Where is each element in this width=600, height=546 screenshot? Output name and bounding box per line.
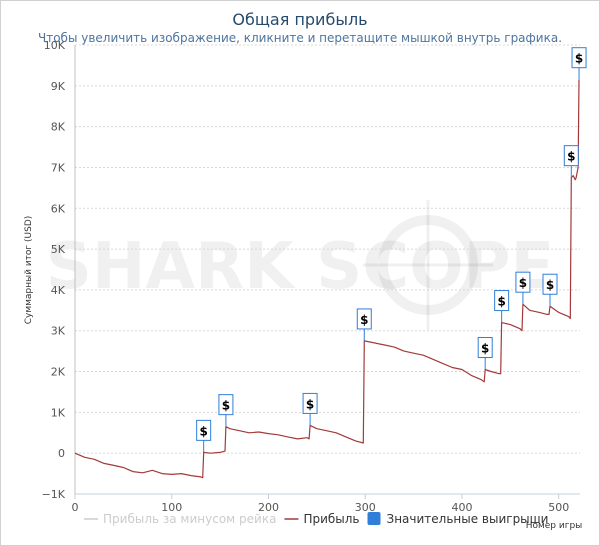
x-tick-label: 0 xyxy=(72,501,79,514)
profit-series-line xyxy=(74,79,580,479)
y-tick-label: 0 xyxy=(58,447,65,460)
flag-symbol: $ xyxy=(306,397,314,411)
legend-label: Значительные выигрыши xyxy=(387,512,549,526)
flag-box xyxy=(302,392,318,414)
legend-swatch xyxy=(367,512,381,525)
chart-title: Общая прибыль xyxy=(232,10,367,29)
legend-item[interactable]: Прибыль xyxy=(284,512,360,526)
big-win-marker[interactable]: $ xyxy=(563,145,579,178)
legend-label: Прибыль xyxy=(303,512,359,526)
y-tick-label: 3K xyxy=(51,325,66,338)
y-tick-label: 5K xyxy=(51,243,66,256)
big-win-marker[interactable]: $ xyxy=(542,273,558,307)
big-win-marker[interactable]: $ xyxy=(515,271,531,305)
legend-item[interactable]: Значительные выигрыши xyxy=(367,512,549,526)
y-tick-label: 1K xyxy=(51,406,66,419)
flag-symbol: $ xyxy=(546,278,554,292)
big-win-marker[interactable]: $ xyxy=(302,392,318,426)
legend: Прибыль за минусом рейка Прибыль Значитель… xyxy=(84,512,548,526)
big-win-marker[interactable]: $ xyxy=(356,308,372,341)
x-tick-label: 100 xyxy=(161,501,182,514)
watermark-scope-ring xyxy=(378,215,478,315)
flag-box xyxy=(218,394,234,416)
x-axis-label: Номер игры xyxy=(526,521,583,531)
flag-symbol: $ xyxy=(497,295,505,309)
legend-item[interactable]: Прибыль за минусом рейка xyxy=(84,512,276,526)
legend-label: Прибыль за минусом рейка xyxy=(103,512,276,526)
y-tick-label: 4K xyxy=(51,284,66,297)
y-tick-label: 7K xyxy=(51,161,66,174)
big-win-marker[interactable]: $ xyxy=(196,419,212,453)
flag-symbol: $ xyxy=(199,424,207,438)
x-tick-label: 400 xyxy=(451,501,472,514)
flag-box xyxy=(515,271,531,293)
big-win-marker[interactable]: $ xyxy=(218,394,234,427)
x-tick-label: 200 xyxy=(258,501,279,514)
flag-symbol: $ xyxy=(222,399,230,413)
big-win-marker[interactable]: $ xyxy=(477,337,493,370)
watermark-text: SHARK SCOPE xyxy=(46,230,554,304)
flag-box xyxy=(356,308,372,330)
x-tick-label: 500 xyxy=(548,501,569,514)
big-wins-markers: $ $ $ $ $ $ $ $ $ $ xyxy=(196,47,587,453)
flag-symbol: $ xyxy=(575,52,583,66)
flag-box xyxy=(542,273,558,295)
flag-symbol: $ xyxy=(481,342,489,356)
flag-symbol: $ xyxy=(519,276,527,290)
y-tick-label: −1K xyxy=(42,488,66,501)
y-tick-label: 10K xyxy=(44,39,66,52)
big-win-marker[interactable]: $ xyxy=(494,290,510,323)
y-tick-label: 8K xyxy=(51,121,66,134)
x-axis-ticks: 0 100 200 300 400 500 xyxy=(72,494,569,514)
y-axis-label: Суммарный итог (USD) xyxy=(24,216,34,325)
flag-box xyxy=(563,145,579,167)
sharkscope-watermark: SHARK SCOPE xyxy=(46,200,554,330)
y-axis-ticks: −1K 0 1K 2K 3K 4K 5K 6K 7K 8K 9K 10K xyxy=(42,39,66,501)
flag-box xyxy=(477,337,493,359)
flag-symbol: $ xyxy=(567,150,575,164)
big-win-marker[interactable]: $ xyxy=(571,47,587,80)
x-tick-label: 300 xyxy=(355,501,376,514)
flag-box xyxy=(571,47,587,69)
y-tick-label: 6K xyxy=(51,202,66,215)
y-tick-label: 9K xyxy=(51,80,66,93)
y-tick-label: 2K xyxy=(51,366,66,379)
chart-subtitle: Чтобы увеличить изображение, кликните и … xyxy=(38,31,562,45)
flag-box xyxy=(494,290,510,312)
series-layer xyxy=(74,79,580,479)
flag-symbol: $ xyxy=(360,313,368,327)
flag-box xyxy=(196,419,212,441)
grid-lines xyxy=(74,44,580,495)
